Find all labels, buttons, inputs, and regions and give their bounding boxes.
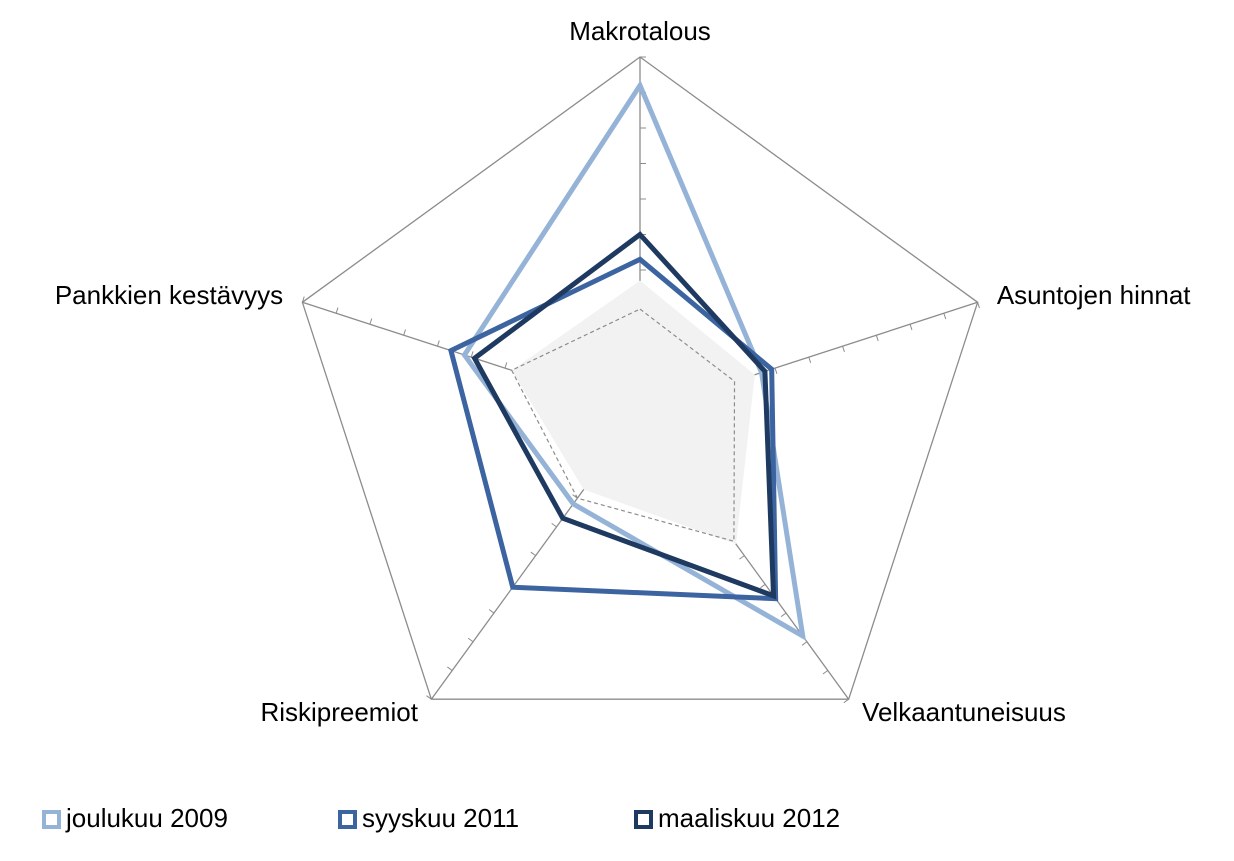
tick-mark — [875, 335, 879, 342]
axis-label: Riskipreemiot — [260, 697, 418, 727]
tick-mark — [426, 695, 432, 700]
series-line — [447, 256, 779, 602]
tick-mark — [551, 522, 557, 528]
legend-swatch — [634, 810, 653, 829]
tick-mark — [436, 340, 440, 347]
grid-ring — [301, 56, 979, 700]
tick-mark — [470, 351, 474, 358]
tick-mark — [808, 356, 812, 364]
tick-mark — [801, 641, 808, 646]
tick-mark — [842, 346, 845, 353]
tick-mark — [843, 698, 849, 704]
legend-label: joulukuu 2009 — [65, 803, 228, 833]
tick-mark — [447, 666, 453, 671]
tick-mark — [403, 329, 406, 336]
tick-mark — [822, 670, 829, 675]
tick-mark — [530, 551, 536, 557]
tick-mark — [488, 609, 495, 614]
legend-swatch — [42, 810, 61, 829]
tick-mark — [369, 318, 373, 325]
axis-label: Velkaantuneisuus — [862, 697, 1066, 727]
tick-mark — [943, 313, 947, 320]
series-line — [510, 308, 736, 543]
legend-label: syyskuu 2011 — [362, 803, 519, 833]
legend-swatch — [338, 810, 357, 829]
tick-mark — [467, 637, 474, 643]
axis-label: Pankkien kestävyys — [55, 280, 283, 310]
area — [511, 280, 755, 545]
tick-mark — [760, 583, 766, 589]
tick-mark — [335, 307, 339, 314]
tick-mark — [774, 367, 778, 374]
tick-mark — [739, 555, 745, 560]
axis-label: Asuntojen hinnat — [997, 280, 1191, 310]
tick-mark — [504, 362, 508, 369]
series-line — [471, 231, 777, 600]
series-line — [461, 80, 807, 641]
tick-mark — [301, 296, 305, 303]
tick-mark — [780, 612, 787, 617]
tick-mark — [909, 324, 913, 331]
legend-label: maaliskuu 2012 — [658, 803, 840, 833]
tick-mark — [977, 302, 980, 309]
axis-label: Makrotalous — [569, 16, 711, 46]
